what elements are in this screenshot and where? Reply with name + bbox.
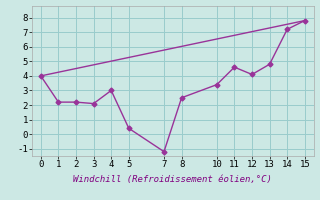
X-axis label: Windchill (Refroidissement éolien,°C): Windchill (Refroidissement éolien,°C) bbox=[73, 175, 272, 184]
